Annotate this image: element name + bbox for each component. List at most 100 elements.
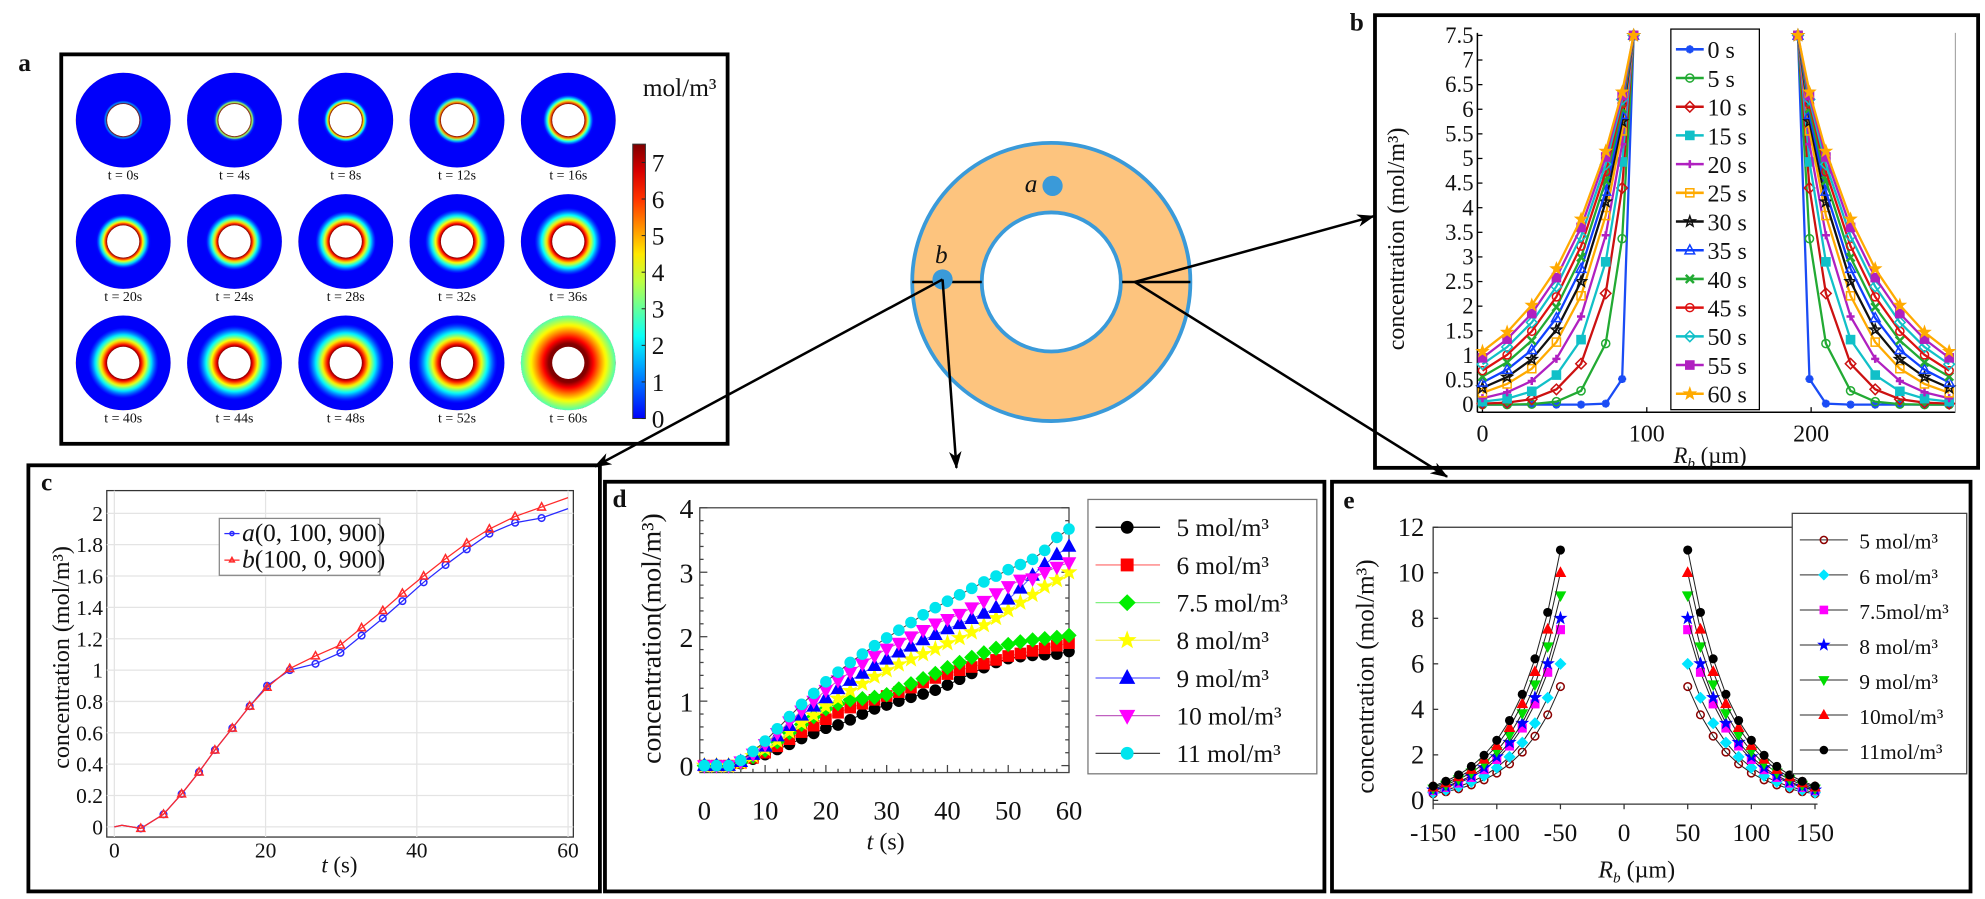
data-point xyxy=(1895,376,1904,386)
data-point xyxy=(915,625,931,639)
data-point xyxy=(1000,581,1016,595)
legend: a(0, 100, 900)b(100, 0, 900) xyxy=(218,517,385,576)
data-point xyxy=(879,643,895,658)
data-point xyxy=(1541,691,1554,704)
data-point xyxy=(1541,622,1554,634)
data-point xyxy=(1012,574,1028,589)
data-point xyxy=(1683,625,1693,635)
y-tick-label: 0.2 xyxy=(76,784,103,808)
x-tick-label: 0 xyxy=(1476,421,1488,447)
data-point xyxy=(1543,710,1553,720)
data-point xyxy=(950,628,969,646)
legend-marker xyxy=(1682,213,1698,228)
data-point xyxy=(1504,715,1515,726)
y-tick-label: 4 xyxy=(1462,195,1474,220)
text-part: R xyxy=(1597,858,1613,884)
y-tick-label: 0.5 xyxy=(1445,368,1473,393)
data-point xyxy=(1516,697,1529,709)
text-part: t xyxy=(321,852,328,877)
data-point xyxy=(878,661,896,678)
legend: 5 mol/m³ 6 mol/m³ 7.5mol/m³ 8 mol/m³ 9 mol/m… xyxy=(1791,512,1968,775)
data-point xyxy=(940,620,955,635)
colorbar-tick-label: 2 xyxy=(652,332,665,360)
heatmap-frame: t = 12s xyxy=(409,72,505,184)
legend-label: 50 s xyxy=(1708,325,1747,351)
legend-label: 9 mol/m³ xyxy=(1859,670,1938,694)
arrow-to-panel-c xyxy=(593,278,944,468)
data-point xyxy=(1024,632,1041,648)
data-point xyxy=(1551,291,1562,302)
frame-time-label: t = 28s xyxy=(327,290,365,305)
legend-label: 10 s xyxy=(1708,96,1747,122)
data-point xyxy=(1048,570,1066,588)
data-point xyxy=(917,608,929,621)
legend-label: 7.5mol/m³ xyxy=(1859,600,1949,624)
y-tick-label: 1.8 xyxy=(76,533,103,557)
data-point xyxy=(1892,297,1908,312)
legend-marker xyxy=(1685,360,1695,370)
data-point xyxy=(261,681,273,692)
data-point xyxy=(1707,665,1720,676)
data-point xyxy=(1845,252,1856,263)
data-point xyxy=(1529,680,1541,692)
data-point xyxy=(418,570,429,580)
data-point xyxy=(1555,625,1565,635)
data-point xyxy=(1731,735,1746,749)
data-point xyxy=(1720,697,1732,709)
data-point xyxy=(832,666,844,678)
x-tick-label: 50 xyxy=(995,795,1022,825)
data-point xyxy=(1574,357,1588,371)
data-point xyxy=(988,640,1004,656)
data-point xyxy=(902,650,920,667)
y-tick-label: 10 xyxy=(1398,558,1425,588)
data-point xyxy=(1844,357,1857,371)
annulus-hole xyxy=(440,346,474,380)
data-point xyxy=(1576,386,1586,396)
data-point xyxy=(1601,231,1610,240)
data-point xyxy=(1870,272,1881,283)
series-7.5mol/m³ xyxy=(1428,625,1820,796)
data-point xyxy=(1577,312,1586,321)
legend-label: 8 mol/m³ xyxy=(1176,627,1269,655)
data-point xyxy=(1554,591,1567,603)
data-point xyxy=(1892,351,1908,366)
annulus-hole xyxy=(218,346,251,380)
y-tick-label: 6 xyxy=(1462,97,1473,122)
data-point xyxy=(1945,394,1954,403)
annulus-hole xyxy=(218,103,251,137)
data-point xyxy=(1051,531,1063,544)
data-point xyxy=(176,788,187,798)
data-point xyxy=(1476,375,1489,387)
x-tick-label: 10 xyxy=(752,795,779,825)
colorbar-tick-label: 6 xyxy=(652,186,665,214)
data-point xyxy=(905,691,917,704)
data-point xyxy=(1524,351,1540,366)
y-tick-label: 4 xyxy=(1411,694,1424,724)
data-point xyxy=(1503,721,1516,732)
x-axis-label: t (s) xyxy=(867,830,905,856)
x-tick-label: 150 xyxy=(1796,819,1834,847)
panel-e-frame xyxy=(1330,479,1973,894)
data-point xyxy=(336,648,345,657)
heatmap-frame: t = 40s xyxy=(75,315,171,426)
panel-label-e: e xyxy=(1343,486,1354,514)
data-point xyxy=(1526,335,1537,346)
y-tick-label: 1 xyxy=(1462,343,1473,368)
data-point xyxy=(856,708,869,720)
data-point xyxy=(1000,636,1016,653)
data-point xyxy=(1466,761,1476,772)
data-point xyxy=(1871,400,1880,409)
data-point xyxy=(311,659,320,668)
annulus-hole xyxy=(107,346,140,380)
data-point xyxy=(1919,357,1930,368)
legend-marker xyxy=(1120,520,1134,534)
data-point xyxy=(1746,735,1756,745)
data-point xyxy=(1681,591,1694,603)
y-tick-label: 3 xyxy=(680,558,694,589)
data-point xyxy=(357,631,366,640)
data-point xyxy=(987,608,1005,626)
data-point xyxy=(1500,340,1514,354)
data-point xyxy=(817,697,835,714)
data-point xyxy=(1063,523,1075,535)
data-point xyxy=(1893,316,1907,329)
